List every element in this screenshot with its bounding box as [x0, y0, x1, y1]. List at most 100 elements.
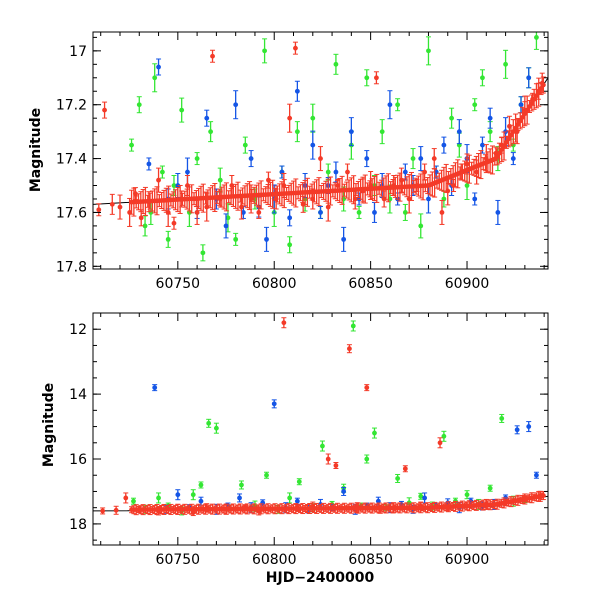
top-point-blue — [510, 156, 516, 161]
top-point-green — [160, 169, 165, 175]
bottom-point-blue — [237, 495, 242, 501]
top-point-red — [494, 154, 500, 160]
top-point-blue — [426, 196, 431, 202]
bottom-point-green — [156, 495, 161, 501]
bottom-point-green — [213, 425, 219, 431]
top-point-red — [109, 201, 115, 207]
top-point-green — [418, 223, 424, 229]
bottom-point-green — [296, 479, 302, 485]
bottom-axes: 60750 60800 60850 60900 12 14 16 18 — [69, 312, 548, 568]
bottom-series-red — [100, 317, 546, 517]
top-point-green — [487, 129, 493, 135]
top-point-red — [293, 45, 298, 51]
top-point-green — [534, 34, 539, 40]
top-point-blue — [372, 210, 377, 215]
top-point-red — [499, 147, 505, 153]
bottom-ytick-label: 14 — [69, 387, 87, 403]
bottom-ytick-label: 16 — [69, 452, 87, 468]
top-point-red — [439, 210, 445, 215]
top-point-red — [431, 156, 437, 161]
top-point-green — [171, 183, 177, 188]
top-point-red — [287, 115, 293, 121]
top-point-red — [171, 220, 177, 226]
bottom-point-green — [364, 456, 370, 462]
top-point-red — [527, 104, 532, 109]
top-point-blue — [480, 142, 485, 148]
top-point-blue — [518, 102, 524, 108]
top-series-red — [96, 41, 546, 230]
top-point-green — [217, 177, 223, 183]
top-point-blue — [185, 169, 190, 175]
top-point-green — [333, 61, 339, 67]
top-point-green — [449, 115, 455, 121]
top-ytick-label: 17.4 — [56, 152, 87, 168]
top-ytick-label: 17.8 — [56, 259, 87, 275]
top-point-green — [142, 223, 148, 229]
top-point-green — [426, 48, 431, 54]
top-point-green — [503, 61, 508, 67]
top-point-red — [156, 177, 161, 183]
top-point-green — [225, 215, 231, 221]
top-point-green — [165, 236, 171, 242]
bottom-point-green — [487, 485, 493, 491]
top-point-green — [379, 129, 385, 135]
top-point-red — [138, 215, 144, 221]
bottom-point-green — [198, 482, 204, 488]
bottom-point-green — [499, 416, 505, 421]
top-point-green — [179, 107, 185, 113]
bottom-marks — [93, 317, 548, 517]
bottom-point-green — [441, 433, 447, 439]
top-series-blue — [146, 58, 532, 252]
top-point-blue — [348, 129, 354, 135]
top-point-red — [256, 210, 262, 215]
bottom-point-blue — [175, 492, 181, 498]
top-point-blue — [287, 215, 293, 221]
top-point-red — [96, 207, 102, 213]
top-point-red — [503, 140, 509, 145]
top-point-blue — [294, 88, 300, 94]
bottom-xtick-label: 60800 — [252, 552, 297, 568]
bottom-point-red — [540, 493, 546, 498]
top-point-blue — [341, 236, 347, 242]
bottom-point-blue — [375, 498, 381, 504]
top-point-green — [233, 236, 239, 242]
top-point-blue — [364, 156, 370, 161]
top-point-red — [266, 177, 271, 183]
top-axes: 60750 60800 60850 60900 17 17.2 17.4 17.6 17.8 — [56, 32, 548, 292]
top-point-blue — [223, 223, 229, 229]
bottom-point-red — [364, 385, 370, 391]
bottom-point-green — [287, 495, 293, 501]
top-point-green — [262, 48, 267, 54]
top-point-red — [194, 210, 200, 215]
top-point-green — [356, 210, 362, 215]
top-point-red — [127, 210, 133, 215]
top-xtick-label: 60800 — [252, 276, 297, 292]
bottom-series-green — [130, 320, 528, 516]
top-point-blue — [264, 236, 269, 242]
top-series-green — [129, 32, 539, 262]
bottom-point-green — [395, 476, 401, 481]
top-point-blue — [310, 142, 316, 148]
bottom-point-blue — [422, 495, 428, 501]
top-point-green — [200, 250, 206, 256]
top-point-green — [194, 156, 200, 161]
top-point-red — [497, 150, 502, 156]
top-point-red — [501, 143, 507, 149]
top-point-blue — [318, 210, 323, 215]
top-point-red — [531, 96, 537, 102]
bottom-plot-area — [93, 317, 548, 517]
top-panel: 60750 60800 60850 60900 17 17.2 17.4 17.6 17.8 M… — [28, 31, 549, 292]
top-point-red — [318, 156, 323, 161]
bottom-point-green — [206, 420, 212, 426]
top-point-blue — [402, 169, 408, 175]
bottom-point-blue — [294, 498, 300, 504]
bottom-point-red — [100, 508, 106, 514]
bottom-point-green — [372, 430, 377, 436]
top-point-green — [410, 156, 416, 161]
top-point-blue — [240, 210, 246, 215]
top-point-blue — [472, 196, 478, 202]
top-point-red — [522, 111, 528, 117]
top-point-blue — [526, 75, 532, 81]
bottom-point-red — [281, 320, 287, 326]
